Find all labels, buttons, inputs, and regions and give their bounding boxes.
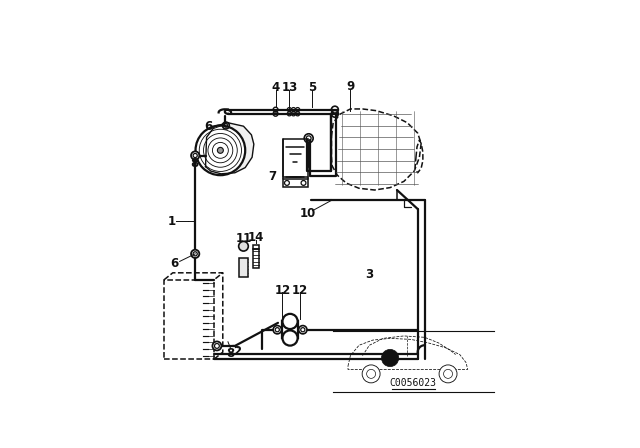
Text: 8: 8 bbox=[190, 157, 198, 170]
Bar bbox=[253, 245, 259, 249]
Text: 5: 5 bbox=[308, 81, 317, 94]
Circle shape bbox=[282, 331, 298, 345]
Text: 2: 2 bbox=[234, 345, 242, 358]
Text: C0056023: C0056023 bbox=[389, 379, 436, 388]
Text: 4: 4 bbox=[271, 81, 280, 94]
Text: 13: 13 bbox=[281, 81, 298, 94]
Circle shape bbox=[273, 326, 282, 334]
Circle shape bbox=[239, 241, 248, 251]
Circle shape bbox=[191, 151, 199, 159]
Bar bbox=[283, 179, 308, 187]
Polygon shape bbox=[205, 123, 254, 174]
Text: 3: 3 bbox=[365, 268, 374, 281]
Bar bbox=[282, 322, 298, 338]
Circle shape bbox=[299, 326, 307, 334]
Bar bbox=[164, 280, 214, 359]
Text: 6: 6 bbox=[170, 257, 179, 270]
Circle shape bbox=[218, 147, 223, 153]
Circle shape bbox=[196, 125, 245, 175]
Text: 11: 11 bbox=[236, 232, 252, 245]
Text: 8: 8 bbox=[227, 347, 235, 360]
Circle shape bbox=[191, 250, 199, 258]
Circle shape bbox=[282, 314, 298, 329]
Bar bbox=[239, 258, 248, 277]
Bar bbox=[253, 249, 259, 267]
Text: 10: 10 bbox=[300, 207, 316, 220]
Text: 12: 12 bbox=[292, 284, 308, 297]
Text: 14: 14 bbox=[248, 231, 264, 244]
Circle shape bbox=[362, 365, 380, 383]
Circle shape bbox=[212, 341, 221, 350]
Text: 12: 12 bbox=[275, 284, 291, 297]
Text: 6: 6 bbox=[204, 121, 212, 134]
Text: 9: 9 bbox=[346, 80, 355, 93]
Text: 1: 1 bbox=[168, 215, 176, 228]
Circle shape bbox=[381, 349, 399, 366]
Circle shape bbox=[439, 365, 457, 383]
Text: 7: 7 bbox=[269, 170, 277, 183]
